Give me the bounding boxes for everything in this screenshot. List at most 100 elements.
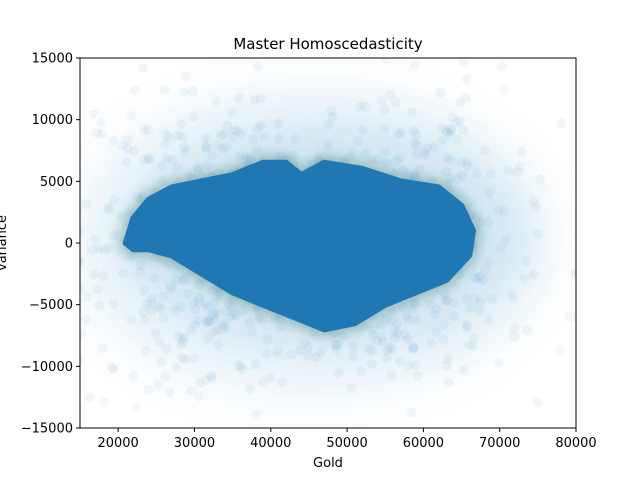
scatter-point [571, 266, 576, 277]
scatter-point [442, 295, 453, 306]
scatter-point [139, 315, 150, 326]
scatter-point [376, 95, 387, 106]
scatter-point [509, 331, 520, 342]
scatter-point [237, 364, 248, 375]
scatter-point [528, 195, 539, 206]
scatter-point [367, 346, 378, 357]
scatter-point [118, 268, 129, 279]
scatter-point [130, 84, 141, 95]
scatter-point [222, 121, 233, 131]
scatter-point [395, 128, 406, 139]
scatter-point [456, 157, 467, 168]
scatter-point [208, 326, 219, 337]
scatter-point [389, 325, 400, 336]
scatter-point [153, 379, 164, 390]
scatter-point [165, 280, 176, 291]
scatter-point [461, 293, 472, 304]
scatter-point [412, 140, 423, 151]
scatter-point [219, 129, 230, 140]
scatter-point [51, 245, 61, 255]
scatter-point [178, 337, 189, 348]
scatter-point [210, 316, 221, 326]
scatter-point [533, 229, 543, 239]
scatter-point [475, 297, 486, 308]
scatter-point [459, 365, 470, 375]
scatter-point [206, 373, 217, 383]
scatter-point [138, 307, 149, 318]
chart-title: Master Homoscedasticity [233, 35, 422, 53]
scatter-point [466, 302, 476, 313]
scatter-point [149, 273, 160, 284]
scatter-point [454, 116, 465, 127]
scatter-point [290, 133, 301, 144]
scatter-point [445, 123, 456, 134]
y-axis: −15000 −10000 −5000 0 5000 10000 15000 [21, 52, 80, 437]
scatter-point [385, 342, 395, 353]
scatter-point [194, 292, 205, 303]
scatter-point [128, 370, 139, 381]
scatter-point [252, 123, 263, 134]
scatter-point [233, 360, 244, 371]
dense-core-region [122, 159, 476, 333]
scatter-point [202, 303, 213, 314]
x-tick-label: 80000 [555, 436, 596, 451]
scatter-point [207, 150, 217, 160]
scatter-point [249, 94, 260, 105]
scatter-point [228, 125, 239, 136]
scatter-point [323, 119, 334, 130]
scatter-point [431, 326, 442, 337]
scatter-point [406, 407, 417, 418]
scatter-point [452, 134, 463, 145]
scatter-point [299, 338, 310, 349]
scatter-point [483, 216, 494, 227]
scatter-point [303, 341, 314, 352]
scatter-point [96, 117, 107, 128]
scatter-point [138, 124, 149, 135]
scatter-point [310, 352, 321, 363]
scatter-point [98, 343, 108, 354]
scatter-point [569, 270, 576, 280]
scatter-point [156, 161, 167, 172]
scatter-point [411, 129, 422, 140]
scatter-point [140, 346, 151, 357]
scatter-point [172, 161, 183, 172]
scatter-point [170, 275, 181, 286]
scatter-point [462, 320, 472, 331]
scatter-point [422, 143, 433, 154]
scatter-point [185, 324, 196, 335]
scatter-point [498, 85, 509, 96]
scatter-point [103, 205, 114, 216]
scatter-point [143, 154, 154, 165]
scatter-point [407, 304, 418, 315]
scatter-point [126, 110, 137, 121]
scatter-point [208, 307, 219, 318]
scatter-point [414, 164, 425, 175]
scatter-point [441, 152, 452, 163]
scatter-point [251, 144, 262, 155]
scatter-point [213, 339, 224, 350]
scatter-point [469, 272, 480, 283]
scatter-point [192, 162, 203, 173]
scatter-point [203, 314, 213, 325]
scatter-point [156, 356, 167, 367]
scatter-point [359, 101, 370, 112]
scatter-point [212, 325, 223, 336]
scatter-point [412, 149, 422, 160]
scatter-point [403, 333, 413, 344]
scatter-point [448, 311, 459, 322]
scatter-point [248, 134, 259, 145]
scatter-point [234, 150, 245, 161]
scatter-point [322, 139, 333, 150]
scatter-point [233, 92, 244, 103]
scatter-point [469, 294, 480, 304]
scatter-point [143, 125, 154, 136]
scatter-point [172, 130, 183, 141]
scatter-point [458, 58, 469, 67]
scatter-point [403, 314, 414, 325]
scatter-point [493, 358, 504, 368]
scatter-point [136, 260, 147, 271]
scatter-point [253, 61, 263, 72]
scatter-point [467, 341, 478, 352]
scatter-point [176, 332, 187, 343]
scatter-point [178, 141, 189, 152]
